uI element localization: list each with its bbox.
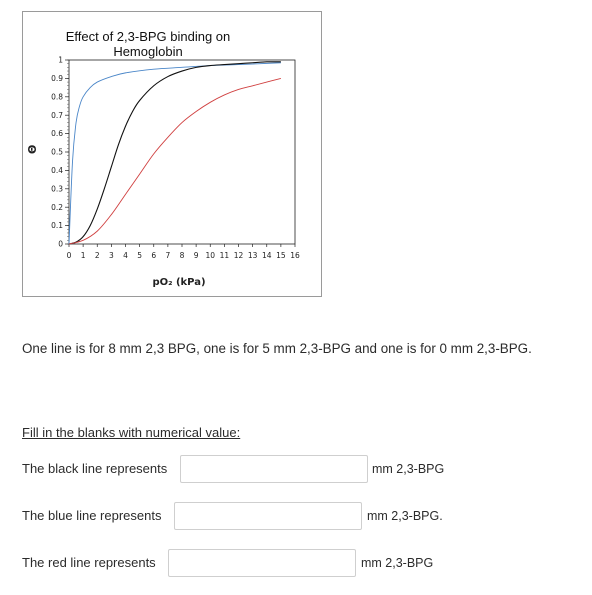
y-tick-label: 0.1 <box>51 221 63 230</box>
x-tick-label: 8 <box>180 251 185 260</box>
x-tick-label: 16 <box>290 251 300 260</box>
chart-title-line2: Hemoglobin <box>113 44 182 59</box>
x-tick-label: 9 <box>194 251 199 260</box>
question-label-blue: The blue line represents <box>22 508 162 523</box>
question-unit-blue: mm 2,3-BPG. <box>367 509 443 523</box>
y-tick-label: 0.2 <box>51 203 63 212</box>
series-line-0 <box>68 62 281 245</box>
x-tick-label: 2 <box>95 251 100 260</box>
oxygen-binding-chart: Effect of 2,3-BPG binding on Hemoglobin … <box>26 29 300 288</box>
chart-title-line1: Effect of 2,3-BPG binding on <box>66 29 231 44</box>
black-line-answer-input[interactable] <box>180 455 368 483</box>
blue-line-answer-input[interactable] <box>174 502 362 530</box>
x-tick-label: 4 <box>123 251 128 260</box>
y-tick-label: 0.6 <box>51 129 63 138</box>
x-tick-label: 5 <box>137 251 142 260</box>
plot-layer: 00.10.20.30.40.50.60.70.80.910 1 2 3 4 5 6 7 8 9 1… <box>51 56 300 260</box>
x-axis-label: pO₂ (kPa) <box>152 277 205 288</box>
y-tick-label: 0.4 <box>51 166 63 175</box>
x-tick-label: 15 <box>276 251 286 260</box>
x-tick-label: 3 <box>109 251 114 260</box>
x-tick-label: 11 <box>220 251 230 260</box>
y-tick-label: 0.3 <box>51 184 63 193</box>
y-axis-label: Θ <box>26 145 39 154</box>
x-tick-label: 14 <box>262 251 272 260</box>
y-tick-label: 0.8 <box>51 92 63 101</box>
x-tick-label: 10 <box>205 251 215 260</box>
x-tick-label: 6 <box>151 251 156 260</box>
question-label-black: The black line represents <box>22 461 168 476</box>
series-line-1 <box>68 61 281 245</box>
chart-frame: Effect of 2,3-BPG binding on Hemoglobin … <box>22 11 322 297</box>
y-tick-label: 0.9 <box>51 74 63 83</box>
x-tick-label: 12 <box>234 251 244 260</box>
x-tick-label: 7 <box>165 251 170 260</box>
y-tick-label: 1 <box>58 56 63 65</box>
x-tick-label: 1 <box>81 251 86 260</box>
description-text: One line is for 8 mm 2,3 BPG, one is for… <box>22 341 532 356</box>
question-label-red: The red line represents <box>22 555 156 570</box>
y-tick-label: 0.7 <box>51 111 63 120</box>
question-unit-red: mm 2,3-BPG <box>361 556 434 570</box>
question-unit-black: mm 2,3-BPG <box>372 462 445 476</box>
instruction-text: Fill in the blanks with numerical value: <box>22 425 241 440</box>
y-tick-label: 0.5 <box>51 148 63 157</box>
series-line-2 <box>68 77 281 245</box>
plot-area-border <box>68 59 296 245</box>
y-tick-label: 0 <box>58 240 63 249</box>
red-line-answer-input[interactable] <box>168 549 356 577</box>
x-tick-label: 0 <box>67 251 72 260</box>
x-tick-label: 13 <box>248 251 258 260</box>
